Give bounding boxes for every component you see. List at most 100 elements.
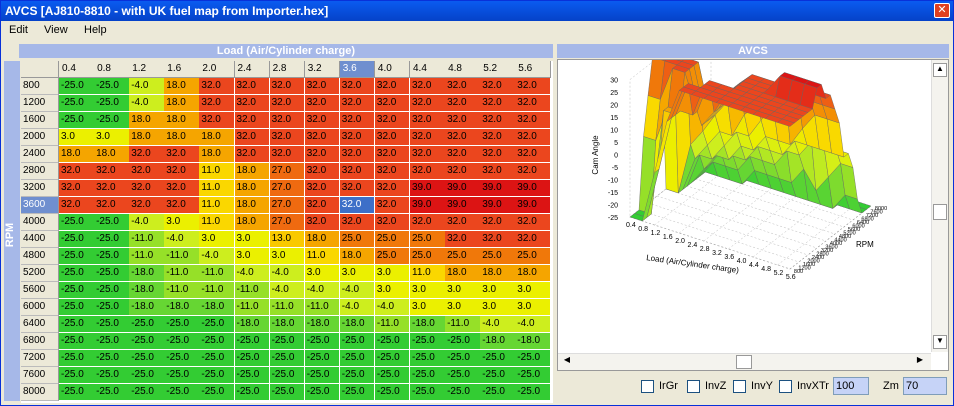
table-cell[interactable]: -25.0	[199, 384, 235, 401]
table-cell[interactable]: 39.0	[515, 180, 551, 197]
table-cell[interactable]: -11.0	[164, 248, 200, 265]
table-cell[interactable]: 32.0	[374, 95, 411, 112]
table-cell[interactable]: -25.0	[515, 384, 551, 401]
table-cell[interactable]: 32.0	[445, 129, 481, 146]
table-cell[interactable]: 18.0	[339, 248, 376, 265]
table-cell[interactable]: 3.0	[480, 282, 516, 299]
table-cell[interactable]: -25.0	[94, 214, 130, 231]
table-cell[interactable]: -25.0	[269, 367, 306, 384]
table-cell[interactable]: 32.0	[410, 112, 446, 129]
table-cell[interactable]: 32.0	[199, 95, 235, 112]
column-header[interactable]: 2.8	[269, 61, 306, 78]
table-cell[interactable]: 3.0	[374, 265, 411, 282]
table-cell[interactable]: -25.0	[59, 384, 95, 401]
column-header[interactable]: 3.2	[304, 61, 341, 78]
table-cell[interactable]: 32.0	[94, 180, 130, 197]
table-cell[interactable]: 18.0	[234, 180, 271, 197]
table-cell[interactable]: 25.0	[374, 231, 411, 248]
table-cell[interactable]: -25.0	[94, 231, 130, 248]
table-cell[interactable]: -11.0	[234, 282, 271, 299]
table-cell[interactable]: -25.0	[234, 350, 271, 367]
table-cell[interactable]: 32.0	[304, 180, 341, 197]
table-cell[interactable]: 32.0	[304, 214, 341, 231]
table-cell[interactable]: 32.0	[515, 214, 551, 231]
column-header[interactable]: 2.4	[234, 61, 271, 78]
table-cell[interactable]: 3.0	[480, 299, 516, 316]
table-cell[interactable]: -18.0	[129, 282, 165, 299]
table-cell[interactable]: -25.0	[94, 350, 130, 367]
table-cell[interactable]: 32.0	[374, 129, 411, 146]
table-cell[interactable]: 39.0	[445, 197, 481, 214]
table-cell[interactable]: 32.0	[480, 112, 516, 129]
table-cell[interactable]: -11.0	[304, 299, 341, 316]
table-cell[interactable]: 18.0	[164, 112, 200, 129]
table-cell[interactable]: -4.0	[129, 95, 165, 112]
table-cell[interactable]: 3.0	[234, 248, 271, 265]
table-cell[interactable]: 27.0	[269, 214, 306, 231]
table-cell[interactable]: -25.0	[480, 384, 516, 401]
table-cell[interactable]: 11.0	[304, 248, 341, 265]
table-cell[interactable]: -25.0	[129, 384, 165, 401]
table-cell[interactable]: 32.0	[304, 146, 341, 163]
table-cell[interactable]: 11.0	[199, 163, 235, 180]
table-cell[interactable]: 27.0	[269, 163, 306, 180]
table-cell[interactable]: -25.0	[59, 316, 95, 333]
table-cell[interactable]: 32.0	[234, 95, 271, 112]
table-cell[interactable]: 32.0	[199, 112, 235, 129]
table-cell[interactable]: 32.0	[480, 146, 516, 163]
table-cell[interactable]: -25.0	[129, 367, 165, 384]
table-cell[interactable]: -25.0	[164, 333, 200, 350]
column-header[interactable]: 3.6	[339, 61, 376, 78]
row-header[interactable]: 2800	[21, 163, 59, 180]
table-cell[interactable]: -25.0	[374, 350, 411, 367]
table-cell[interactable]: 3.0	[304, 265, 341, 282]
table-cell[interactable]: 32.0	[59, 163, 95, 180]
table-cell[interactable]: -25.0	[199, 350, 235, 367]
table-cell[interactable]: -25.0	[445, 367, 481, 384]
tr-spin[interactable]: 100	[833, 377, 869, 395]
table-cell[interactable]: 18.0	[199, 146, 235, 163]
table-cell[interactable]: 39.0	[480, 180, 516, 197]
table-cell[interactable]: -4.0	[269, 282, 306, 299]
table-cell[interactable]: 3.0	[94, 129, 130, 146]
zm-spin[interactable]: 70	[903, 377, 947, 395]
table-cell[interactable]: -25.0	[480, 367, 516, 384]
table-cell[interactable]: 32.0	[129, 163, 165, 180]
table-cell[interactable]: -4.0	[480, 316, 516, 333]
table-cell[interactable]: 32.0	[515, 163, 551, 180]
table-cell[interactable]: -25.0	[410, 350, 446, 367]
table-cell[interactable]: 18.0	[129, 112, 165, 129]
table-cell[interactable]: 25.0	[480, 248, 516, 265]
table-cell[interactable]: 32.0	[269, 78, 306, 95]
column-header[interactable]: 4.4	[410, 61, 446, 78]
table-cell[interactable]: 18.0	[515, 265, 551, 282]
row-header[interactable]: 4400	[21, 231, 59, 248]
table-cell[interactable]: -4.0	[339, 299, 376, 316]
table-cell[interactable]: 3.0	[234, 231, 271, 248]
table-cell[interactable]: -18.0	[234, 316, 271, 333]
table-cell[interactable]: -25.0	[129, 333, 165, 350]
table-cell[interactable]: 32.0	[374, 180, 411, 197]
column-header[interactable]: 1.6	[164, 61, 200, 78]
table-cell[interactable]: 32.0	[164, 197, 200, 214]
table-cell[interactable]: -25.0	[59, 231, 95, 248]
table-cell[interactable]: 32.0	[480, 163, 516, 180]
table-cell[interactable]: 32.0	[339, 78, 376, 95]
table-cell[interactable]: 27.0	[269, 180, 306, 197]
table-cell[interactable]: -25.0	[59, 112, 95, 129]
row-header[interactable]: 2400	[21, 146, 59, 163]
table-cell[interactable]: -18.0	[164, 299, 200, 316]
table-cell[interactable]: 18.0	[445, 265, 481, 282]
table-cell[interactable]: -4.0	[129, 214, 165, 231]
table-cell[interactable]: -25.0	[94, 78, 130, 95]
table-cell[interactable]: 32.0	[94, 197, 130, 214]
table-cell[interactable]: 32.0	[129, 197, 165, 214]
table-cell[interactable]: -25.0	[94, 265, 130, 282]
table-cell[interactable]: -25.0	[199, 367, 235, 384]
table-cell[interactable]: 32.0	[304, 197, 341, 214]
table-cell[interactable]: 32.0	[339, 163, 376, 180]
column-header[interactable]: 4.8	[445, 61, 481, 78]
table-cell[interactable]: 32.0	[269, 146, 306, 163]
row-header[interactable]: 6400	[21, 316, 59, 333]
row-header[interactable]: 2000	[21, 129, 59, 146]
